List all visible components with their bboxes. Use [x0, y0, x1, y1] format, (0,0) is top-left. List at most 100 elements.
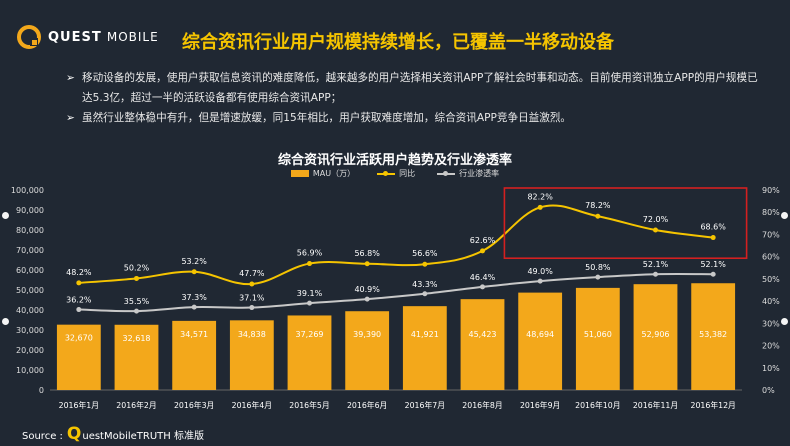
point-penetration — [595, 274, 601, 280]
point-penetration — [480, 284, 485, 290]
binder-hole — [2, 318, 9, 325]
brand-light: MOBILE — [106, 29, 159, 44]
bar-value-label: 51,060 — [584, 330, 612, 339]
yoy-label: 78.2% — [585, 201, 611, 210]
bar-mau — [345, 311, 390, 390]
point-penetration — [653, 271, 658, 277]
source-q-logo: Q — [66, 424, 82, 444]
y2-tick-label: 30% — [762, 319, 780, 328]
binder-hole — [781, 212, 788, 219]
x-tick-label: 2016年3月 — [174, 400, 214, 410]
bullet-item: ➢ 移动设备的发展，使用户获取信息资讯的难度降低，越来越多的用户选择相关资讯AP… — [64, 68, 764, 108]
yoy-label: 48.2% — [66, 268, 92, 277]
y-tick-label: 10,000 — [16, 366, 44, 375]
point-yoy — [307, 261, 312, 267]
bar-value-label: 34,838 — [238, 330, 266, 339]
point-yoy — [76, 280, 82, 286]
penetration-label: 49.0% — [527, 267, 553, 276]
bar-value-label: 37,269 — [296, 330, 324, 339]
point-penetration — [537, 278, 543, 284]
legend-swatch-penetration — [437, 170, 456, 176]
point-penetration — [307, 300, 312, 306]
y2-tick-label: 20% — [762, 342, 780, 351]
bar-value-label: 32,670 — [65, 334, 93, 343]
binder-hole — [2, 212, 9, 219]
point-yoy — [364, 261, 370, 267]
bar-mau — [114, 324, 159, 390]
bar-value-label: 45,423 — [469, 330, 497, 339]
yoy-label: 56.6% — [412, 249, 438, 258]
legend-label: MAU（万） — [312, 169, 356, 178]
bar-value-label: 39,390 — [353, 330, 381, 339]
legend-item-mau: MAU（万） — [290, 168, 356, 179]
bar-value-label: 52,906 — [642, 330, 670, 339]
bar-value-label: 34,571 — [180, 330, 208, 339]
point-penetration — [134, 308, 139, 314]
y-tick-label: 40,000 — [16, 306, 44, 315]
bar-value-label: 53,382 — [699, 330, 727, 339]
questmobile-logo-icon — [17, 25, 41, 49]
brand-bold: QUEST — [48, 29, 102, 45]
legend-swatch-yoy — [377, 170, 396, 176]
legend-swatch-bar — [290, 170, 309, 177]
x-tick-label: 2016年1月 — [59, 400, 99, 410]
arrow-bullet-icon: ➢ — [66, 112, 75, 124]
y2-tick-label: 50% — [762, 275, 780, 284]
point-penetration — [76, 307, 82, 313]
bar-mau — [287, 315, 332, 390]
penetration-label: 37.3% — [181, 293, 207, 302]
chart-legend: MAU（万） 同比 行业渗透率 — [0, 168, 790, 179]
yoy-label: 50.2% — [124, 263, 150, 272]
y-tick-label: 50,000 — [16, 286, 44, 295]
point-yoy — [422, 261, 428, 267]
legend-item-penetration: 行业渗透率 — [437, 168, 499, 179]
penetration-label: 39.1% — [297, 289, 323, 298]
bullet-text: 移动设备的发展，使用户获取信息资讯的难度降低，越来越多的用户选择相关资讯APP了… — [82, 72, 758, 104]
y2-tick-label: 90% — [762, 186, 780, 195]
point-penetration — [249, 305, 255, 311]
x-tick-label: 2016年2月 — [116, 400, 156, 410]
penetration-label: 35.5% — [124, 297, 150, 306]
yoy-label: 56.9% — [297, 249, 323, 258]
penetration-label: 37.1% — [239, 294, 265, 303]
bar-mau — [172, 320, 217, 390]
yoy-label: 72.0% — [643, 215, 669, 224]
point-penetration — [422, 291, 428, 297]
x-tick-label: 2016年12月 — [690, 400, 735, 410]
penetration-label: 52.1% — [643, 260, 669, 269]
y-tick-label: 100,000 — [11, 186, 44, 195]
x-tick-label: 2016年11月 — [633, 400, 678, 410]
highlight-box — [503, 187, 748, 260]
line-yoy — [78, 204, 714, 286]
y-tick-label: 90,000 — [16, 206, 44, 215]
bar-value-label: 32,618 — [123, 334, 151, 343]
y2-tick-label: 80% — [762, 208, 780, 217]
point-yoy — [537, 204, 543, 210]
bar-mau — [518, 292, 563, 390]
binder-hole — [781, 318, 788, 325]
yoy-label: 47.7% — [239, 269, 265, 278]
point-yoy — [710, 235, 716, 241]
chart-title: 综合资讯行业活跃用户趋势及行业渗透率 — [277, 153, 512, 168]
y2-tick-label: 10% — [762, 364, 780, 373]
point-penetration — [364, 296, 370, 302]
x-tick-label: 2016年9月 — [520, 400, 560, 410]
yoy-label: 82.2% — [527, 192, 553, 201]
bar-value-label: 41,921 — [411, 330, 439, 339]
point-yoy — [134, 275, 139, 281]
source-note: Source : Q uestMobileTRUTH 标准版 — [22, 424, 204, 444]
legend-item-yoy: 同比 — [377, 168, 415, 179]
point-yoy — [595, 213, 601, 219]
penetration-label: 52.1% — [700, 260, 726, 269]
point-yoy — [249, 281, 255, 287]
point-penetration — [710, 271, 716, 277]
y2-tick-label: 60% — [762, 253, 780, 262]
x-tick-label: 2016年8月 — [462, 400, 502, 410]
bullet-item: ➢ 虽然行业整体稳中有升，但是增速放缓，同15年相比，用户获取难度增加，综合资讯… — [64, 108, 764, 128]
point-yoy — [653, 227, 658, 233]
legend-label: 同比 — [399, 169, 416, 178]
x-tick-label: 2016年5月 — [289, 400, 329, 410]
y-tick-label: 60,000 — [16, 266, 44, 275]
